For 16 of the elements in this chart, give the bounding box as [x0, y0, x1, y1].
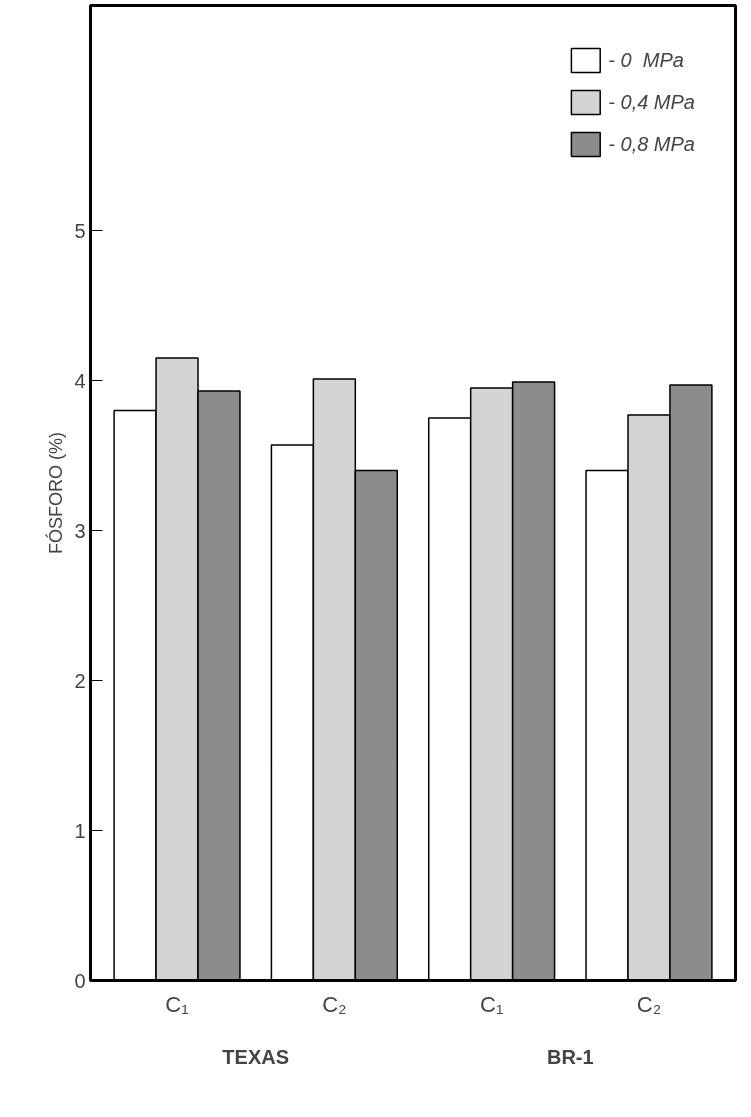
text: BR-1 [546, 1045, 594, 1068]
legend-label: - 0,8 MPa [608, 132, 695, 156]
y-tick-label: 0 [74, 969, 86, 992]
x-tick-label: C₂ [322, 991, 347, 1017]
y-tick-label: 4 [74, 369, 86, 392]
legend-label: - 0,4 MPa [608, 90, 695, 114]
y-axis-title: FÓSFORO (%) [45, 432, 67, 554]
y-tick-label: 2 [74, 669, 86, 692]
legend-label: - 0 MPa [608, 48, 684, 72]
y-tick-label: 5 [74, 219, 86, 242]
text: TEXAS [222, 1045, 290, 1068]
y-tick-label: 3 [74, 519, 86, 542]
x-tick-label: C₁ [165, 991, 189, 1017]
x-tick-label: C₂ [636, 991, 662, 1017]
x-tick-label: C₁ [480, 991, 504, 1017]
y-tick-label: 1 [74, 819, 86, 842]
